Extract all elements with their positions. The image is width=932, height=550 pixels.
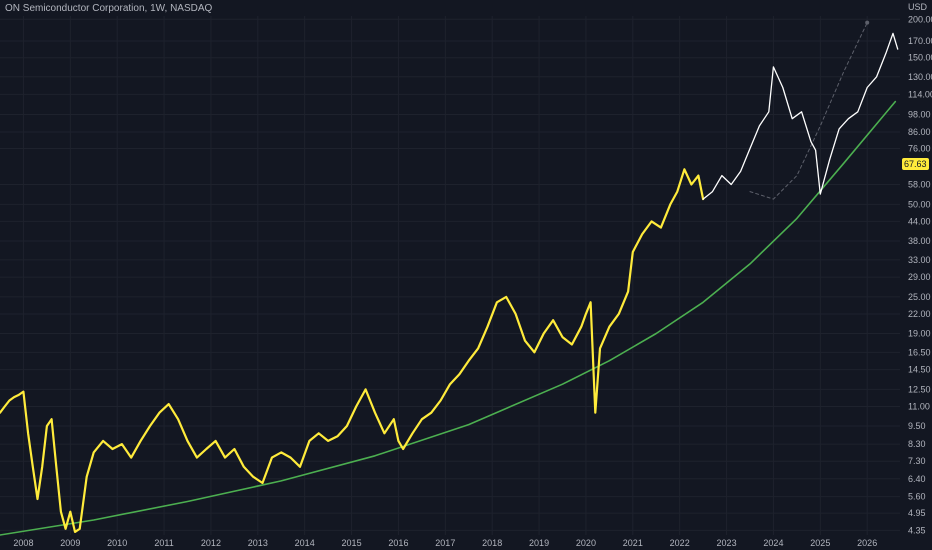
x-tick-label: 2020 bbox=[576, 538, 596, 548]
chart-title: ON Semiconductor Corporation, 1W, NASDAQ bbox=[5, 3, 213, 14]
ghost-projection-line bbox=[749, 22, 868, 200]
x-tick-label: 2023 bbox=[717, 538, 737, 548]
y-tick-label: 200.00 bbox=[908, 14, 932, 24]
y-tick-label: 14.50 bbox=[908, 365, 931, 375]
y-tick-label: 5.60 bbox=[908, 492, 926, 502]
x-tick-label: 2014 bbox=[295, 538, 315, 548]
x-tick-label: 2026 bbox=[857, 538, 877, 548]
y-tick-label: 44.00 bbox=[908, 216, 931, 226]
y-tick-label: 9.50 bbox=[908, 421, 926, 431]
y-tick-label: 150.00 bbox=[908, 53, 932, 63]
trend-curve-line bbox=[0, 100, 897, 536]
x-tick-label: 2021 bbox=[623, 538, 643, 548]
y-tick-label: 76.00 bbox=[908, 143, 931, 153]
y-tick-label: 25.00 bbox=[908, 292, 931, 302]
y-axis: USD 200.00 170.00 150.00 130.00 114.00 98.00 8… bbox=[908, 2, 932, 535]
y-tick-label: 50.00 bbox=[908, 199, 931, 209]
last-price-badge bbox=[902, 158, 929, 171]
x-tick-label: 2025 bbox=[810, 538, 830, 548]
grid bbox=[0, 16, 900, 535]
y-tick-label: 12.50 bbox=[908, 384, 931, 394]
y-tick-label: 7.30 bbox=[908, 456, 926, 466]
y-tick-label: 16.50 bbox=[908, 347, 931, 357]
y-tick-label: 114.00 bbox=[908, 89, 932, 99]
x-tick-label: 2015 bbox=[342, 538, 362, 548]
last-price-value: 67.63 bbox=[904, 159, 927, 169]
x-tick-label: 2024 bbox=[763, 538, 783, 548]
x-tick-label: 2016 bbox=[388, 538, 408, 548]
x-tick-label: 2022 bbox=[670, 538, 690, 548]
y-tick-label: 4.95 bbox=[908, 508, 926, 518]
y-tick-label: 86.00 bbox=[908, 127, 931, 137]
y-tick-label: 170.00 bbox=[908, 36, 932, 46]
x-tick-label: 2012 bbox=[201, 538, 221, 548]
y-tick-label: 8.30 bbox=[908, 439, 926, 449]
y-tick-label: 4.35 bbox=[908, 525, 926, 535]
x-tick-label: 2017 bbox=[435, 538, 455, 548]
series-layer bbox=[0, 20, 899, 536]
y-tick-label: 130.00 bbox=[908, 72, 932, 82]
y-tick-label: 22.00 bbox=[908, 309, 931, 319]
x-tick-label: 2013 bbox=[248, 538, 268, 548]
ghost-end-dot bbox=[865, 20, 870, 25]
y-tick-label: 29.00 bbox=[908, 272, 931, 282]
last-price-label: 67.63 bbox=[902, 158, 929, 171]
x-tick-label: 2010 bbox=[107, 538, 127, 548]
x-tick-label: 2019 bbox=[529, 538, 549, 548]
x-tick-label: 2011 bbox=[154, 538, 173, 548]
y-tick-label: 33.00 bbox=[908, 255, 931, 265]
history-price-line bbox=[0, 168, 705, 534]
y-tick-label: 11.00 bbox=[908, 401, 930, 411]
projection-price-line bbox=[702, 32, 899, 200]
y-tick-label: 38.00 bbox=[908, 236, 931, 246]
y-tick-label: 58.00 bbox=[908, 180, 931, 190]
y-tick-label: 6.40 bbox=[908, 474, 926, 484]
x-axis: 2008 2009 2010 2011 2012 2013 2014 2015 2016 2017… bbox=[13, 538, 877, 548]
x-tick-label: 2008 bbox=[13, 538, 33, 548]
x-tick-label: 2009 bbox=[60, 538, 80, 548]
currency-label: USD bbox=[908, 2, 928, 12]
y-tick-label: 98.00 bbox=[908, 110, 931, 120]
x-tick-label: 2018 bbox=[482, 538, 502, 548]
y-tick-label: 19.00 bbox=[908, 329, 931, 339]
